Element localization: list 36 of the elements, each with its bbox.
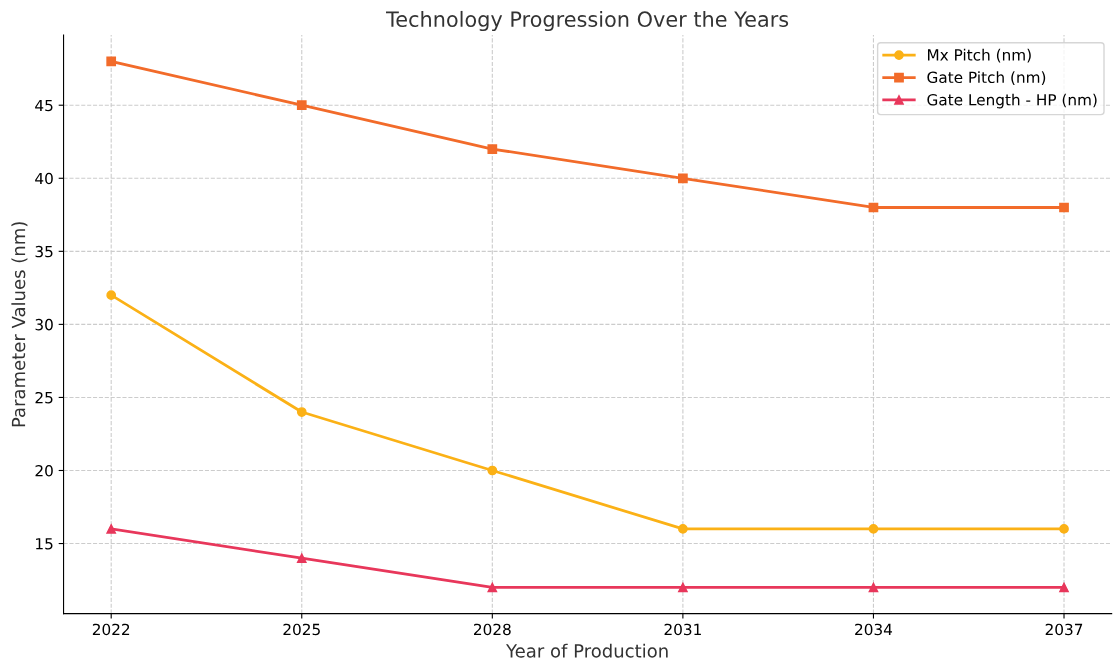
y-tick-label: 25 (35, 391, 53, 404)
chart-title: Technology Progression Over the Years (386, 10, 789, 32)
x-tick-label: 2034 (855, 623, 893, 636)
y-tick-label: 15 (36, 538, 53, 550)
point (296, 553, 307, 564)
y-axis-title: Parameter Values (nm) (11, 222, 28, 427)
legend-label: Gate Pitch (nm) (927, 71, 1046, 85)
point (487, 582, 498, 593)
point (296, 407, 307, 417)
point (487, 465, 498, 476)
point (296, 100, 307, 111)
y-tick-label: 20 (35, 464, 53, 477)
point (487, 144, 498, 154)
point (106, 524, 117, 534)
y-tick-label: 35 (35, 245, 53, 258)
x-tick-label: 2028 (474, 623, 511, 636)
point (678, 524, 688, 534)
x-tick-label: 2031 (664, 623, 701, 636)
point (868, 524, 879, 534)
point (1059, 524, 1069, 534)
point (1059, 202, 1069, 213)
y-tick-label: 40 (35, 172, 53, 185)
legend-label: Mx Pitch (nm) (927, 48, 1031, 63)
y-tick-label: 30 (35, 318, 53, 331)
point (106, 290, 117, 301)
x-tick-label: 2025 (283, 623, 320, 636)
point (868, 582, 879, 593)
point (678, 173, 688, 184)
y-tick-label: 45 (35, 99, 53, 112)
legend-label: Gate Length - HP (nm) (927, 93, 1097, 109)
x-tick-label: 2037 (1045, 623, 1083, 636)
x-axis-title: Year of Production (505, 643, 668, 658)
point (678, 582, 688, 593)
x-tick-label: 2022 (92, 623, 130, 636)
point (1059, 582, 1069, 593)
point (106, 56, 117, 67)
